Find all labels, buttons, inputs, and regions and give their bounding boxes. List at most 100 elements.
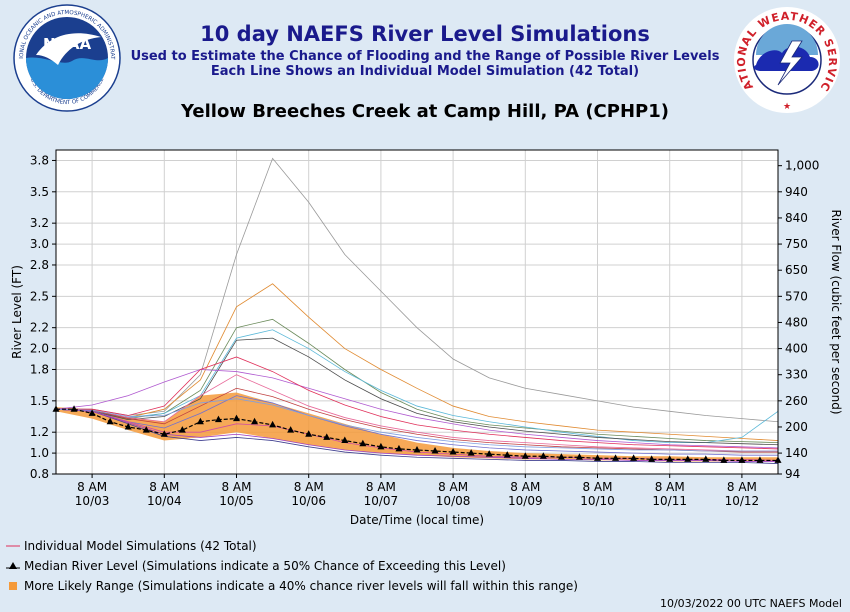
x-tick-label-date: 10/08 — [436, 494, 471, 508]
x-tick-label-time: 8 AM — [582, 480, 612, 494]
legend-median-label: Median River Level (Simulations indicate… — [24, 559, 506, 573]
median-point — [196, 417, 204, 425]
nws-logo: NATIONAL WEATHER SERVICE ★ — [732, 5, 840, 113]
ensemble-series-line — [55, 395, 778, 456]
y2-tick-label: 840 — [785, 211, 808, 225]
median-point — [521, 452, 529, 459]
y-tick-label: 1.8 — [30, 362, 49, 376]
median-point — [648, 455, 656, 462]
y-tick-label: 3.5 — [30, 185, 49, 199]
ensemble-series-line — [56, 356, 779, 450]
y-tick-label: 0.8 — [30, 467, 49, 481]
x-tick-label-time: 8 AM — [438, 480, 468, 494]
likely-range-band — [56, 392, 778, 462]
likely-range-layer — [56, 392, 778, 462]
median-point — [702, 455, 710, 462]
median-point — [612, 454, 620, 461]
y-axis-label: River Level (FT) — [10, 265, 24, 359]
ensemble-series-layer — [55, 157, 779, 464]
legend-range-label: More Likely Range (Simulations indicate … — [24, 579, 578, 593]
median-point — [539, 452, 547, 459]
range-square-icon — [9, 582, 17, 590]
y2-tick-label: 140 — [785, 446, 808, 460]
ensemble-series-line — [55, 408, 778, 462]
y-tick-label: 2.5 — [30, 289, 49, 303]
svg-text:★: ★ — [783, 102, 791, 112]
median-point — [359, 439, 367, 447]
x-tick-label-time: 8 AM — [727, 480, 757, 494]
median-point — [287, 426, 295, 433]
ensemble-series-line — [55, 408, 779, 464]
median-point — [594, 454, 601, 461]
median-point — [720, 456, 728, 463]
x-tick-label-date: 10/06 — [291, 494, 326, 508]
median-point — [106, 417, 114, 425]
median-point — [756, 456, 764, 463]
median-point — [124, 422, 132, 430]
y2-tick-label: 480 — [785, 315, 808, 329]
median-point — [395, 444, 403, 452]
x-tick-label-date: 10/04 — [147, 494, 182, 508]
median-point — [142, 426, 150, 433]
median-point — [323, 433, 331, 440]
x-tick-label-time: 8 AM — [655, 480, 685, 494]
model-run-footer: 10/03/2022 00 UTC NAEFS Model — [659, 597, 842, 610]
median-point — [467, 449, 475, 456]
x-tick-label-date: 10/12 — [725, 494, 760, 508]
median-point — [413, 445, 421, 453]
y2-tick-label: 200 — [785, 420, 808, 434]
ensemble-series-line — [55, 374, 778, 452]
x-tick-label-date: 10/05 — [219, 494, 254, 508]
station-title: Yellow Breeches Creek at Camp Hill, PA (… — [181, 101, 669, 122]
legend-range: More Likely Range (Simulations indicate … — [6, 579, 578, 593]
y-tick-label: 1.0 — [30, 446, 49, 460]
median-point — [251, 417, 259, 425]
x-tick-label-time: 8 AM — [366, 480, 396, 494]
y-tick-label: 1.5 — [30, 394, 49, 408]
x-tick-label-time: 8 AM — [221, 480, 251, 494]
axes: 0.8 1.0 1.2 1.5 1.8 2.0 2.2 2.5 2.8 3.0 3.2 3.5 3.8 9… — [30, 149, 819, 508]
median-point — [341, 436, 349, 444]
subtitle-flooding: Used to Estimate the Chance of Flooding … — [130, 49, 720, 64]
ensemble-line-swatch — [6, 545, 20, 547]
y2-tick-label: 400 — [785, 342, 808, 356]
median-point — [666, 455, 674, 462]
grid-lines — [56, 150, 778, 475]
median-point — [431, 447, 439, 454]
noaa-logo-text: NOAA — [43, 35, 92, 53]
median-point — [233, 414, 240, 422]
y-tick-label: 2.8 — [30, 258, 49, 272]
x-tick-label-date: 10/03 — [75, 494, 110, 508]
legend-individual-label: Individual Model Simulations (42 Total) — [24, 539, 257, 553]
y-tick-label: 1.2 — [30, 425, 49, 439]
median-point — [214, 415, 222, 423]
median-point — [377, 442, 385, 450]
median-point — [485, 450, 493, 457]
y2-tick-label: 94 — [785, 467, 800, 481]
page-title: 10 day NAEFS River Level Simulations — [200, 22, 650, 46]
median-point — [449, 448, 457, 455]
ensemble-series-line — [55, 318, 779, 444]
ensemble-series-line — [55, 329, 779, 444]
median-point — [88, 409, 96, 416]
median-point — [70, 405, 78, 412]
y2-axis-label: River Flow (cubic feet per second) — [829, 209, 843, 414]
y-tick-label: 2.2 — [30, 321, 49, 335]
noaa-logo: NATIONAL OCEANIC AND ATMOSPHERIC ADMINIS… — [6, 3, 121, 112]
median-point — [305, 430, 313, 437]
median-point — [738, 456, 746, 463]
y-tick-label: 3.8 — [30, 153, 49, 167]
ensemble-series-line — [55, 337, 779, 446]
median-point — [503, 451, 511, 458]
median-triangle-icon — [6, 562, 20, 569]
x-tick-label-date: 10/11 — [652, 494, 687, 508]
y2-tick-label: 330 — [785, 368, 808, 382]
river-level-chart: 0.8 1.0 1.2 1.5 1.8 2.0 2.2 2.5 2.8 3.0 3.2 3.5 3.8 9… — [10, 149, 843, 527]
y-tick-label: 3.0 — [30, 237, 49, 251]
median-point — [269, 420, 277, 428]
y2-tick-label: 940 — [785, 185, 808, 199]
legend-median: Median River Level (Simulations indicate… — [6, 559, 506, 573]
x-tick-label-date: 10/09 — [508, 494, 543, 508]
median-point — [684, 455, 692, 462]
x-axis-label: Date/Time (local time) — [350, 513, 484, 527]
